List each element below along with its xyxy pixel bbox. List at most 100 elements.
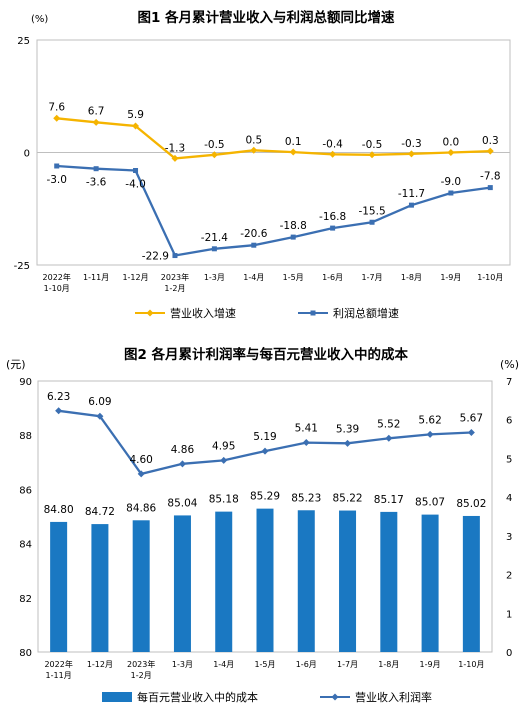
chart1-revenue-data-label: 0.3 bbox=[482, 135, 499, 147]
chart1-y-tick-label: 0 bbox=[24, 149, 30, 160]
chart2-left-tick-label: 80 bbox=[19, 648, 32, 659]
chart1-revenue-data-label: -0.5 bbox=[362, 139, 383, 151]
chart1-x-tick-label: 1-4月 bbox=[243, 273, 264, 282]
chart1-revenue-point bbox=[250, 146, 258, 154]
chart1-revenue-point bbox=[329, 150, 337, 158]
chart1-profit-data-label: -11.7 bbox=[398, 188, 425, 200]
chart2-x-tick-label: 1-6月 bbox=[296, 660, 317, 669]
chart1-profit-point bbox=[330, 225, 336, 231]
chart2-left-tick-label: 86 bbox=[19, 485, 32, 496]
chart2-profit-margin-point bbox=[261, 447, 269, 455]
chart2-profit-margin-data-label: 5.19 bbox=[253, 431, 276, 443]
chart2-left-tick-label: 90 bbox=[19, 377, 32, 388]
chart1-profit-point bbox=[211, 246, 217, 252]
chart2-profit-margin-data-label: 5.41 bbox=[295, 423, 318, 435]
chart2-x-tick-label: 1-10月 bbox=[458, 660, 484, 669]
chart1-x-tick-label: 1-9月 bbox=[440, 273, 461, 282]
chart2-legend-margin-label: 营业收入利润率 bbox=[355, 690, 432, 704]
chart2-cost-data-label: 85.18 bbox=[209, 494, 239, 506]
chart1-profit-point bbox=[54, 163, 60, 169]
chart2-cost-bar bbox=[297, 510, 315, 652]
chart1-profit-data-label: -9.0 bbox=[441, 176, 462, 188]
chart2-cost-data-label: 85.02 bbox=[456, 498, 486, 510]
chart2-profit-margin-point bbox=[178, 460, 186, 468]
chart1-revenue-point bbox=[171, 154, 179, 162]
chart2-right-tick-label: 4 bbox=[506, 493, 512, 504]
chart1-x-tick-label: 1-7月 bbox=[362, 273, 383, 282]
chart2-profit-margin-data-label: 6.09 bbox=[88, 396, 111, 408]
chart1-x-tick-label: 1-10月 bbox=[44, 284, 70, 293]
chart2-profit-margin-point bbox=[220, 456, 228, 464]
chart2-profit-margin-point bbox=[344, 439, 352, 447]
chart2-cost-bar bbox=[173, 515, 191, 652]
chart1-profit-data-label: -22.9 bbox=[142, 251, 169, 263]
chart2-left-axis-unit: (元) bbox=[6, 358, 26, 371]
chart2-cost-bar bbox=[91, 524, 109, 652]
chart1-revenue-data-label: 0.0 bbox=[443, 137, 460, 149]
chart1-profit-point bbox=[408, 202, 414, 208]
chart1-revenue-data-label: -0.3 bbox=[401, 138, 422, 150]
chart1-profit-point bbox=[487, 185, 493, 191]
chart2-cost-data-label: 84.80 bbox=[44, 504, 74, 516]
chart2-x-tick-label: 1-12月 bbox=[87, 660, 113, 669]
chart2-legend-cost-swatch bbox=[102, 692, 132, 702]
chart2-cost-bar bbox=[132, 520, 150, 652]
chart2-x-tick-label: 1-11月 bbox=[46, 671, 72, 680]
chart2-x-tick-label: 1-9月 bbox=[420, 660, 441, 669]
chart1-title: 图1 各月累计营业收入与利润总额同比增速 bbox=[137, 10, 395, 26]
chart2-x-tick-label: 1-4月 bbox=[213, 660, 234, 669]
chart1-profit-point bbox=[172, 253, 178, 259]
chart1-revenue-point bbox=[486, 147, 494, 155]
chart2-cost-bar bbox=[256, 508, 274, 652]
chart2-profit-margin-data-label: 5.39 bbox=[336, 423, 359, 435]
chart2-right-tick-label: 0 bbox=[506, 648, 512, 659]
chart2-profit-margin-point bbox=[467, 428, 475, 436]
chart1-profit-data-label: -18.8 bbox=[280, 220, 307, 232]
chart2-cost-data-label: 84.86 bbox=[126, 502, 156, 514]
chart1-y-axis-unit: (%) bbox=[31, 14, 48, 25]
chart2-profit-margin-point bbox=[426, 430, 434, 438]
chart2-x-tick-label: 1-3月 bbox=[172, 660, 193, 669]
chart2-x-tick-label: 1-2月 bbox=[131, 671, 152, 680]
chart1-revenue-data-label: -0.4 bbox=[322, 138, 343, 150]
chart2-right-tick-label: 5 bbox=[506, 454, 512, 465]
chart1-revenue-data-label: 6.7 bbox=[88, 105, 105, 117]
chart2-right-tick-label: 1 bbox=[506, 609, 512, 620]
chart1-legend-revenue-label: 营业收入增速 bbox=[170, 306, 236, 320]
chart1-profit-point bbox=[93, 166, 99, 172]
chart1-x-tick-label: 2023年 bbox=[161, 272, 189, 282]
chart1-profit-data-label: -15.5 bbox=[358, 205, 385, 217]
chart1-legend-revenue-marker bbox=[146, 309, 154, 317]
chart2-profit-margin-point bbox=[96, 412, 104, 420]
chart2-right-axis-unit: (%) bbox=[500, 358, 519, 371]
chart1-revenue-data-label: 5.9 bbox=[127, 109, 144, 121]
chart2-cost-data-label: 85.22 bbox=[333, 493, 363, 505]
chart1-profit-point bbox=[251, 242, 257, 248]
chart1-revenue-data-label: 0.5 bbox=[245, 134, 262, 146]
chart1-profit-data-label: -7.8 bbox=[480, 171, 501, 183]
chart2-cost-data-label: 85.07 bbox=[415, 497, 445, 509]
chart2-legend-cost-label: 每百元营业收入中的成本 bbox=[137, 690, 258, 704]
chart2-x-tick-label: 1-5月 bbox=[254, 660, 275, 669]
chart2-profit-margin-data-label: 5.67 bbox=[460, 412, 483, 424]
chart2-legend-margin-marker bbox=[331, 693, 339, 701]
chart1-revenue-point bbox=[289, 148, 297, 156]
chart2-profit-margin-point bbox=[302, 439, 310, 447]
chart2-cost-data-label: 85.04 bbox=[167, 497, 197, 509]
chart2-profit-margin-data-label: 4.60 bbox=[129, 454, 152, 466]
chart2-title: 图2 各月累计利润率与每百元营业收入中的成本 bbox=[123, 347, 409, 363]
chart2-cost-data-label: 85.29 bbox=[250, 491, 280, 503]
chart1-y-tick-label: 25 bbox=[17, 36, 30, 47]
chart1-revenue-point bbox=[407, 150, 415, 158]
chart2-left-tick-label: 84 bbox=[19, 540, 32, 551]
chart1-revenue-data-label: 0.1 bbox=[285, 136, 302, 148]
chart2-cost-data-label: 85.23 bbox=[291, 492, 321, 504]
chart2-cost-bar bbox=[462, 515, 480, 652]
chart2-cost-bar bbox=[50, 521, 68, 652]
chart1-x-tick-label: 1-8月 bbox=[401, 273, 422, 282]
chart1-legend-profit-label: 利润总额增速 bbox=[333, 306, 399, 320]
chart1-x-tick-label: 1-6月 bbox=[322, 273, 343, 282]
chart1-profit-data-label: -3.0 bbox=[46, 174, 67, 186]
chart2-profit-margin-point bbox=[55, 407, 63, 415]
